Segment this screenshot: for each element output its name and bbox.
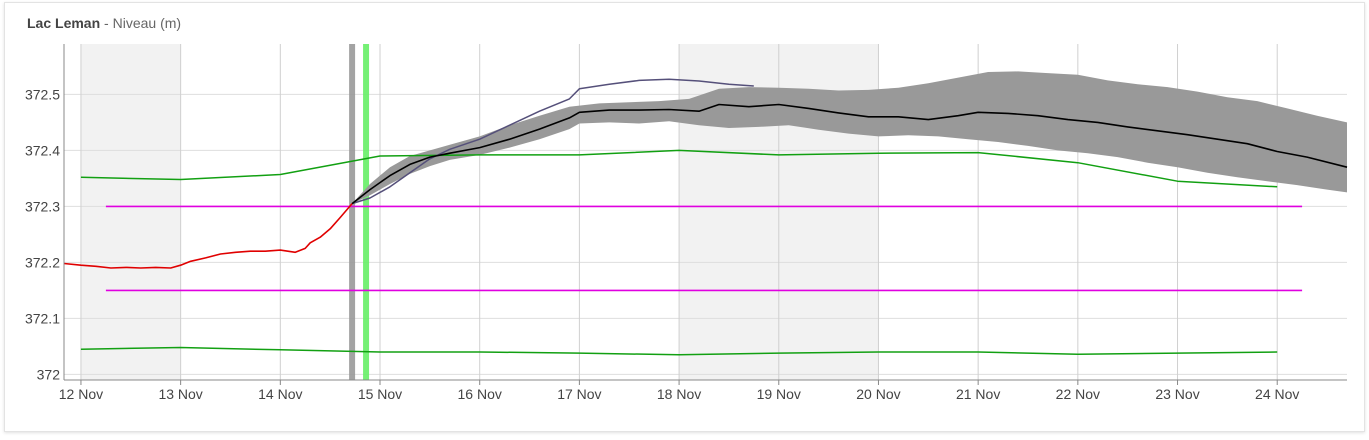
now-marker bbox=[349, 44, 356, 380]
axes bbox=[63, 44, 1347, 385]
x-tick-label: 18 Nov bbox=[657, 386, 701, 402]
y-tick-label: 372.2 bbox=[25, 254, 60, 270]
series-lines bbox=[63, 78, 1348, 356]
x-tick-label: 19 Nov bbox=[757, 386, 801, 402]
lower-bound-line bbox=[80, 346, 1278, 356]
observed-line bbox=[63, 203, 353, 269]
y-tick-label: 372.4 bbox=[25, 142, 60, 158]
y-tick-labels: 372 372.1 372.2 372.3 372.4 372.5 bbox=[25, 86, 60, 382]
upper-bound-line bbox=[80, 149, 1278, 188]
forecast-line bbox=[351, 103, 1348, 205]
y-tick-label: 372 bbox=[37, 366, 61, 382]
y-tick-label: 372.5 bbox=[25, 86, 60, 102]
x-tick-label: 16 Nov bbox=[458, 386, 502, 402]
y-tick-label: 372.3 bbox=[25, 198, 60, 214]
x-tick-label: 12 Nov bbox=[59, 386, 103, 402]
chart-title: Lac Leman - Niveau (m) bbox=[27, 15, 181, 31]
envelope-area bbox=[352, 71, 1348, 204]
x-tick-label: 13 Nov bbox=[158, 386, 202, 402]
title-metric: Niveau (m) bbox=[112, 15, 182, 31]
x-tick-label: 21 Nov bbox=[956, 386, 1000, 402]
forecast-envelope bbox=[352, 71, 1348, 204]
x-tick-label: 17 Nov bbox=[557, 386, 601, 402]
current-marker bbox=[363, 44, 370, 380]
title-separator: - bbox=[100, 15, 113, 31]
x-tick-label: 20 Nov bbox=[856, 386, 900, 402]
x-tick-label: 23 Nov bbox=[1155, 386, 1199, 402]
x-tick-labels: 12 Nov 13 Nov 14 Nov 15 Nov 16 Nov 17 Nov 18 N… bbox=[59, 386, 1300, 402]
alt-forecast-line bbox=[351, 78, 754, 205]
title-location: Lac Leman bbox=[27, 15, 101, 31]
x-tick-label: 24 Nov bbox=[1255, 386, 1299, 402]
shaded-range-0 bbox=[80, 44, 181, 380]
x-tick-label: 14 Nov bbox=[258, 386, 302, 402]
vertical-markers bbox=[349, 44, 370, 380]
x-tick-label: 22 Nov bbox=[1056, 386, 1100, 402]
y-tick-label: 372.1 bbox=[25, 310, 60, 326]
x-tick-label: 15 Nov bbox=[358, 386, 402, 402]
